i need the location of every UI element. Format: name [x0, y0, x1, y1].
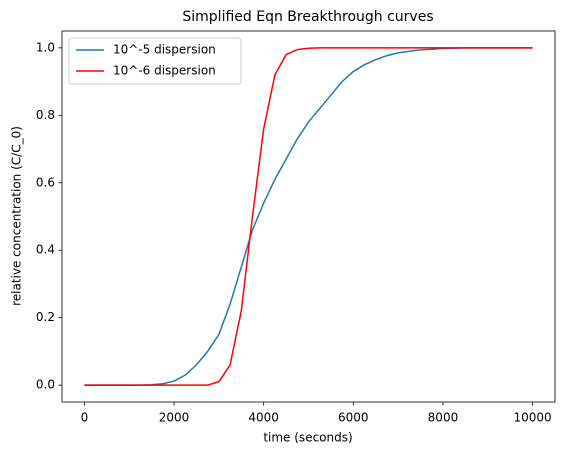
series-line	[84, 47, 533, 386]
y-tick-label: 0.0	[36, 378, 55, 392]
y-axis-label: relative concentration (C/C_0)	[10, 126, 24, 306]
legend-label: 10^-6 dispersion	[113, 64, 216, 78]
x-tick-label: 0	[81, 411, 89, 425]
plot-frame	[61, 30, 556, 403]
y-tick-label: 0.2	[36, 310, 55, 324]
x-tick-label: 4000	[248, 411, 279, 425]
y-tick-label: 0.6	[36, 175, 55, 189]
x-tick-label: 6000	[338, 411, 369, 425]
y-tick-label: 0.4	[36, 243, 55, 257]
y-tick-label: 1.0	[36, 40, 55, 54]
legend-box	[68, 37, 242, 85]
y-tick-label: 0.8	[36, 108, 55, 122]
chart-title: Simplified Eqn Breakthrough curves	[182, 9, 433, 25]
series-line	[84, 47, 533, 386]
x-tick-label: 2000	[159, 411, 190, 425]
legend-label: 10^-5 dispersion	[113, 43, 216, 57]
x-tick-label: 8000	[428, 411, 459, 425]
x-axis-label: time (seconds)	[263, 431, 352, 445]
x-tick-label: 10000	[513, 411, 551, 425]
